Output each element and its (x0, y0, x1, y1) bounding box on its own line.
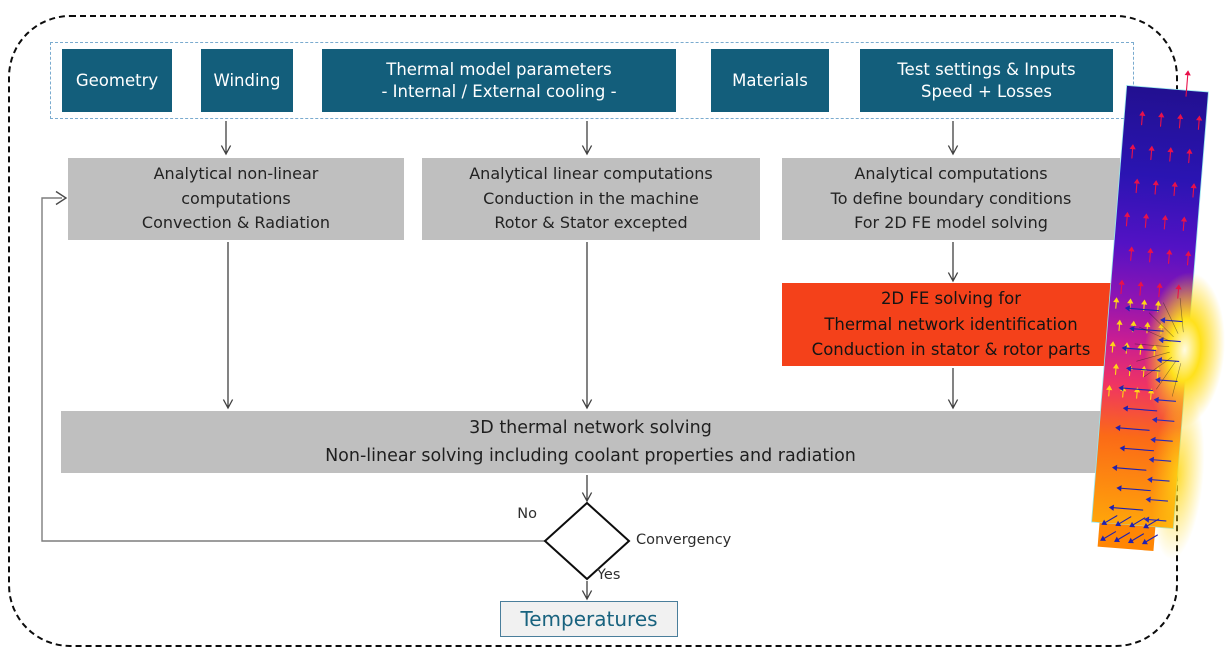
temperatures-box: Temperatures (500, 601, 678, 637)
box-line: Analytical non-linear (153, 163, 319, 183)
analytical-boundary-box: Analytical computations To define bounda… (782, 158, 1120, 240)
thermal-network-box: 3D thermal network solving Non-linear so… (61, 411, 1120, 473)
box-line: For 2D FE model solving (854, 213, 1048, 233)
input-label: Thermal model parameters (386, 59, 612, 79)
input-box-thermal-model-parameters: Thermal model parameters - Internal / Ex… (322, 49, 676, 112)
box-line: Conduction in the machine (483, 188, 699, 208)
convergency-label: Convergency (636, 532, 732, 548)
box-line: Thermal network identification (824, 314, 1078, 334)
no-label: No (517, 506, 537, 522)
inputs-group-container (50, 42, 1134, 119)
input-sublabel: Speed + Losses (921, 81, 1052, 101)
input-label: Winding (213, 70, 281, 90)
box-line: Analytical linear computations (469, 163, 713, 183)
box-line: To define boundary conditions (830, 188, 1072, 208)
input-box-winding: Winding (201, 49, 293, 112)
analytical-linear-box: Analytical linear computations Conductio… (422, 158, 760, 240)
box-line: 2D FE solving for (880, 289, 1022, 309)
input-label: Geometry (75, 70, 159, 90)
box-line: Non-linear solving including coolant pro… (325, 446, 856, 466)
result-label: Temperatures (520, 607, 658, 631)
input-box-test-settings: Test settings & Inputs Speed + Losses (860, 49, 1113, 112)
box-line: Convection & Radiation (141, 213, 331, 233)
box-line: Analytical computations (854, 163, 1048, 183)
box-line: computations (181, 188, 291, 208)
box-line: Rotor & Stator excepted (494, 213, 688, 233)
fe-solving-box: 2D FE solving for Thermal network identi… (782, 283, 1120, 366)
input-box-geometry: Geometry (62, 49, 172, 112)
input-box-materials: Materials (711, 49, 829, 112)
input-label: Materials (732, 70, 808, 90)
box-line: 3D thermal network solving (469, 418, 712, 438)
analytical-nonlinear-box: Analytical non-linear computations Conve… (68, 158, 404, 240)
input-sublabel: - Internal / External cooling - (381, 81, 617, 101)
box-line: Conduction in stator & rotor parts (811, 340, 1091, 360)
yes-label: Yes (597, 567, 621, 583)
input-label: Test settings & Inputs (897, 59, 1076, 79)
